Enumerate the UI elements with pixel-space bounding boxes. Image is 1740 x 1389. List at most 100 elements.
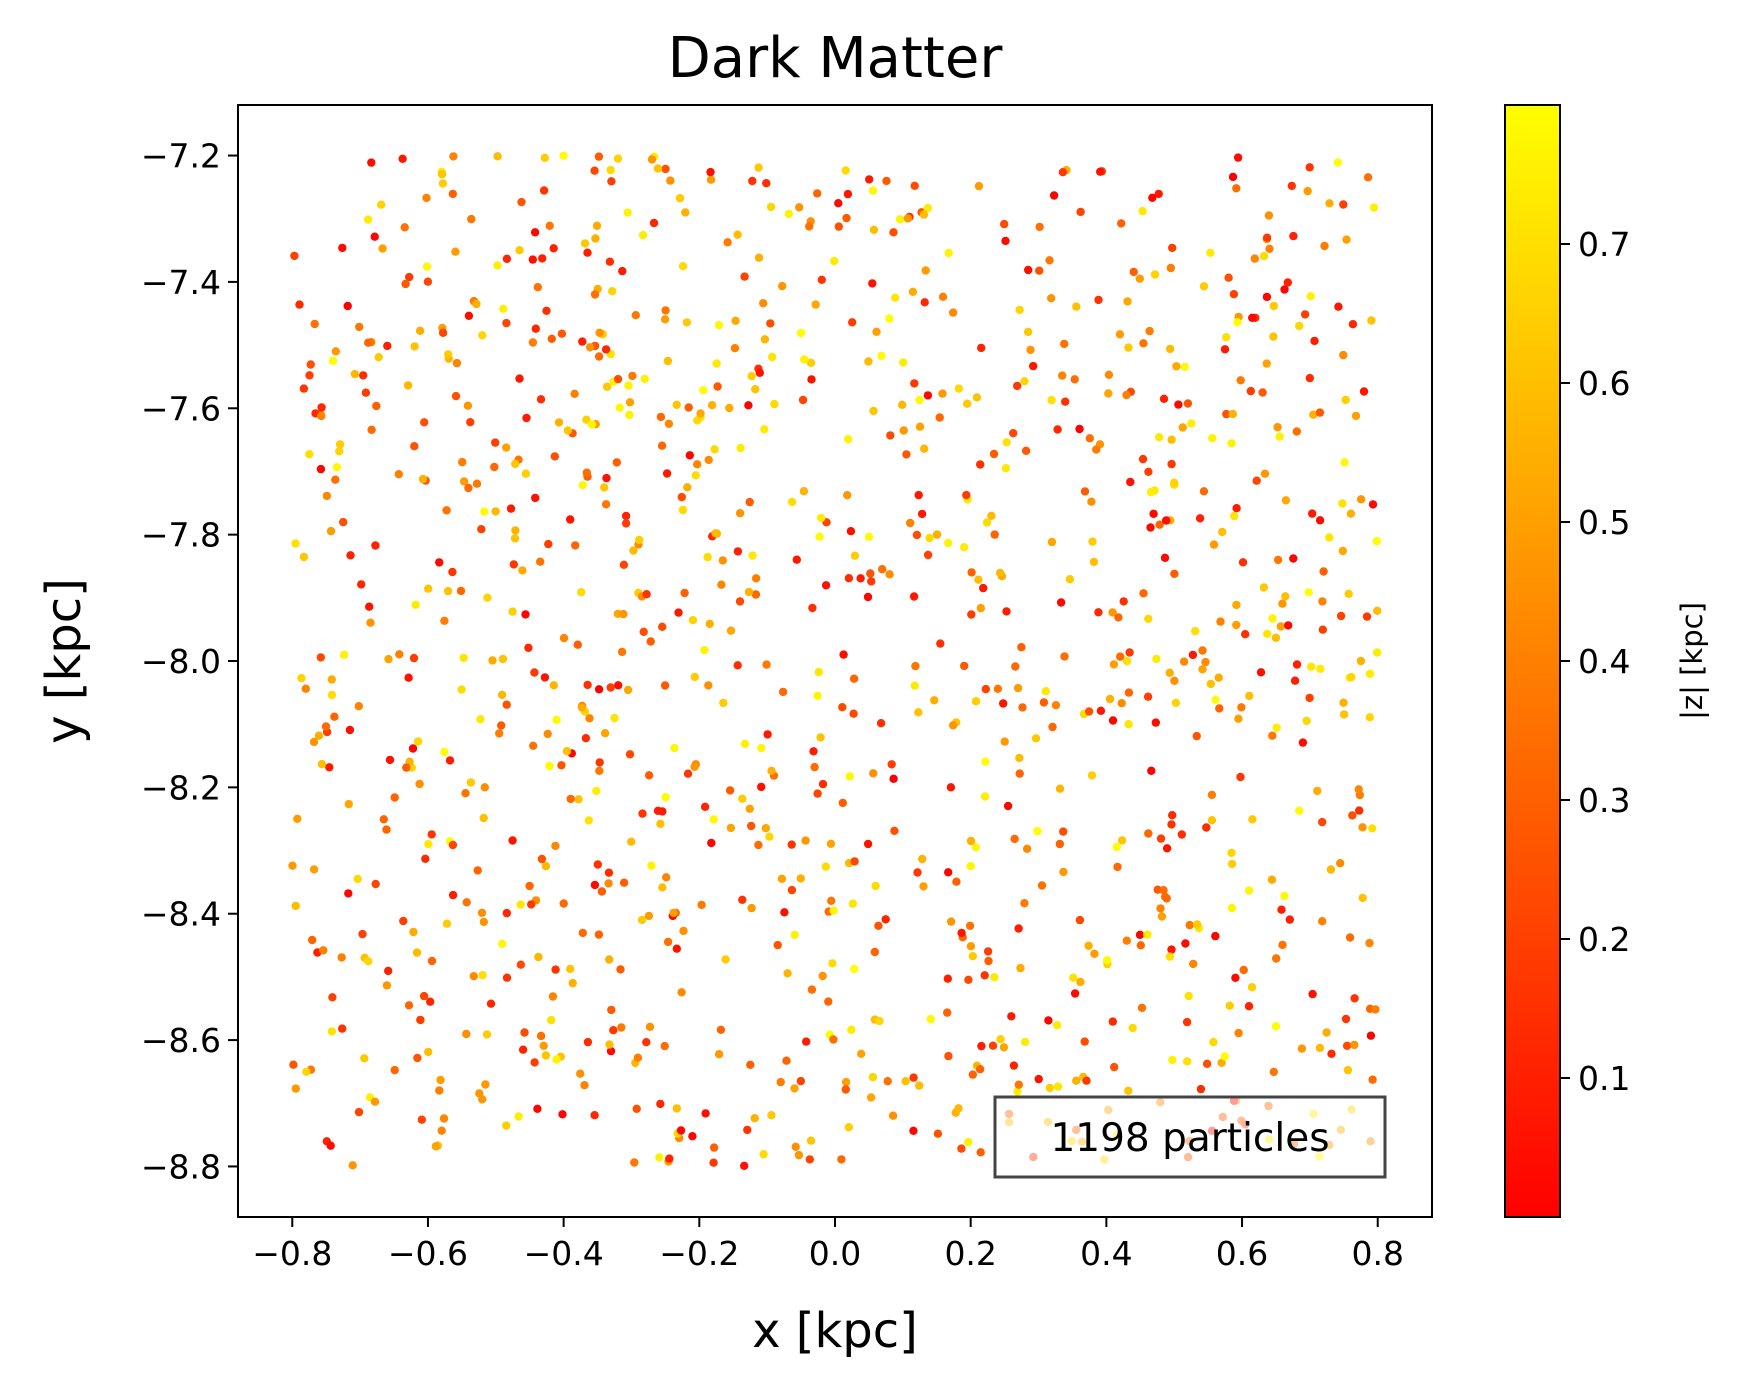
particle-point — [709, 815, 718, 824]
particle-point — [1315, 408, 1325, 417]
particle-point — [1229, 290, 1239, 299]
particle-point — [448, 890, 458, 900]
particle-point — [1044, 1016, 1053, 1025]
particle-point — [483, 593, 492, 602]
particle-point — [479, 813, 488, 823]
particle-point — [509, 560, 518, 569]
particle-point — [800, 355, 809, 364]
particle-point — [902, 450, 911, 459]
particle-point — [974, 181, 984, 191]
particle-point — [570, 389, 579, 398]
particle-point — [463, 401, 473, 410]
particle-point — [845, 772, 854, 781]
particle-point — [766, 202, 776, 212]
particle-point — [540, 673, 550, 682]
particle-point — [770, 399, 779, 409]
particle-point — [317, 403, 326, 412]
particle-point — [335, 440, 345, 449]
particle-point — [1162, 894, 1171, 903]
particle-point — [935, 413, 944, 422]
particle-point — [813, 789, 822, 798]
particle-point — [1326, 865, 1336, 874]
particle-point — [327, 1027, 337, 1036]
particle-point — [508, 607, 517, 616]
particle-point — [1220, 345, 1230, 354]
particle-point — [839, 650, 848, 659]
particle-point — [1128, 1023, 1137, 1033]
particle-point — [1234, 714, 1243, 723]
particle-point — [920, 298, 929, 307]
particle-point — [1305, 373, 1315, 383]
y-axis-ticks: −7.2 −7.4 −7.6 −7.8 −8.0 −8.2 −8.4 −8.6 −8.8 — [141, 137, 238, 1186]
particle-point — [1304, 588, 1313, 597]
particle-point — [1165, 952, 1175, 961]
particle-point — [792, 555, 801, 564]
particle-point — [798, 395, 808, 405]
particle-point — [1354, 785, 1363, 794]
particle-point — [566, 964, 575, 974]
particle-point — [520, 1028, 529, 1037]
particle-point — [957, 928, 966, 938]
particle-point — [288, 861, 297, 870]
scatter-points-layer — [288, 151, 1382, 1171]
particle-point — [1245, 691, 1254, 701]
particle-point — [331, 347, 340, 356]
particle-point — [529, 741, 538, 750]
particle-point — [1015, 769, 1024, 778]
particle-point — [562, 747, 572, 756]
particle-point — [1341, 1014, 1351, 1024]
particle-point — [1082, 1076, 1091, 1085]
particle-point — [693, 416, 702, 425]
particle-point — [1346, 509, 1356, 518]
y-tick-label: −7.2 — [141, 137, 221, 176]
particle-point — [358, 929, 367, 939]
particle-point — [713, 382, 722, 391]
particle-point — [314, 731, 324, 740]
particle-point — [436, 1075, 445, 1085]
particle-point — [1159, 394, 1169, 403]
particle-point — [1287, 181, 1297, 191]
particle-point — [664, 419, 674, 428]
particle-point — [600, 483, 609, 492]
particle-point — [762, 660, 771, 669]
particle-point — [309, 737, 319, 747]
particle-point — [305, 371, 314, 380]
particle-point — [975, 1065, 985, 1074]
particle-point — [1003, 801, 1013, 811]
particle-point — [317, 411, 326, 421]
particle-point — [1365, 713, 1375, 722]
particle-point — [787, 840, 796, 849]
particle-point — [780, 908, 789, 917]
particle-point — [431, 1142, 440, 1151]
particle-point — [413, 1053, 422, 1063]
particle-point — [1139, 589, 1148, 598]
particle-point — [549, 681, 558, 690]
particle-point — [690, 762, 699, 771]
particle-point — [656, 1099, 665, 1109]
particle-point — [1048, 722, 1057, 732]
particle-point — [583, 680, 592, 690]
particle-point — [1014, 924, 1023, 933]
particle-point — [660, 1041, 669, 1051]
particle-point — [672, 400, 681, 409]
particle-point — [413, 737, 423, 746]
particle-point — [914, 708, 923, 717]
particle-point — [768, 352, 777, 362]
particle-point — [1168, 811, 1177, 820]
particle-point — [1368, 1075, 1377, 1084]
particle-point — [1014, 1080, 1023, 1089]
particle-point — [784, 209, 793, 219]
y-tick-label: −8.4 — [141, 895, 221, 934]
particle-point — [714, 1050, 724, 1059]
particle-point — [1181, 939, 1190, 948]
particle-point — [923, 550, 933, 560]
particle-point — [1045, 1083, 1055, 1093]
particle-point — [415, 326, 425, 335]
particle-point — [477, 525, 486, 534]
particle-point — [1268, 731, 1277, 740]
particle-point — [466, 418, 475, 427]
particle-point — [762, 179, 771, 188]
particle-point — [995, 568, 1005, 578]
particle-point — [1018, 703, 1027, 712]
particle-point — [869, 406, 878, 416]
